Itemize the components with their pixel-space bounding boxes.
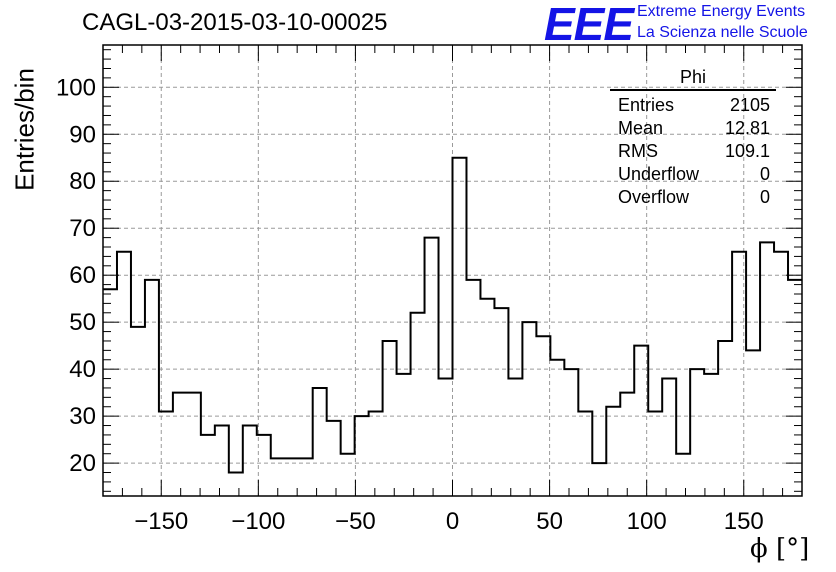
stats-label: Mean	[618, 118, 664, 138]
histogram-bin	[662, 379, 676, 496]
y-tick-label: 30	[69, 403, 96, 430]
histogram-bin	[285, 458, 299, 496]
histogram-bin	[187, 393, 201, 496]
histogram-bin	[131, 327, 145, 496]
histogram-bin	[746, 350, 760, 496]
x-tick-label: 50	[536, 508, 563, 535]
histogram-bin	[466, 280, 480, 496]
eee-logo: EEE	[544, 0, 634, 50]
histogram-bin	[690, 369, 704, 496]
y-tick-label: 60	[69, 262, 96, 289]
histogram-bin	[718, 341, 732, 496]
histogram-bin	[397, 374, 411, 496]
histogram-bin	[564, 369, 578, 496]
stats-row-rms: RMS 109.1	[610, 140, 776, 163]
histogram-bin	[508, 379, 522, 496]
histogram-bin	[313, 388, 327, 496]
histogram-bin	[620, 393, 634, 496]
histogram-bin	[760, 242, 774, 496]
chart-title: CAGL-03-2015-03-10-00025	[82, 9, 388, 36]
histogram-bin	[173, 393, 187, 496]
y-axis-label: Entries/bin	[9, 68, 40, 191]
histogram-bin	[425, 238, 439, 496]
stats-value: 2105	[729, 95, 770, 115]
histogram-bin	[480, 299, 494, 496]
logo-text-line2: La Scienza nelle Scuole	[637, 24, 808, 41]
y-tick-label: 80	[69, 168, 96, 195]
x-tick-label: −150	[134, 508, 188, 535]
histogram-bin	[676, 454, 690, 496]
histogram-bin	[383, 341, 397, 496]
x-tick-label: 150	[724, 508, 764, 535]
histogram-bin	[536, 336, 550, 496]
histogram-bin	[117, 252, 131, 496]
histogram-bin	[439, 379, 453, 496]
stats-row-mean: Mean 12.81	[610, 117, 776, 140]
histogram-bin	[704, 374, 718, 496]
histogram-bin	[299, 458, 313, 496]
histogram-bin	[257, 435, 271, 496]
x-tick-label: 100	[627, 508, 667, 535]
histogram-bin	[522, 322, 536, 496]
histogram-bin	[411, 313, 425, 496]
histogram-bin	[201, 435, 215, 496]
stats-label: Overflow	[618, 187, 690, 207]
y-tick-label: 40	[69, 356, 96, 383]
histogram-bin	[341, 454, 355, 496]
stats-value: 12.81	[724, 118, 770, 138]
y-tick-label: 20	[69, 450, 96, 477]
y-tick-label: 50	[69, 309, 96, 336]
stats-row-underflow: Underflow 0	[610, 163, 776, 186]
y-tick-label: 90	[69, 121, 96, 148]
x-tick-label: −50	[335, 508, 376, 535]
histogram-outline	[103, 156, 802, 474]
histogram-bin	[578, 411, 592, 496]
stats-box: Phi Entries 2105 Mean 12.81 RMS 109.1 Un…	[610, 66, 776, 209]
x-tick-label: −100	[231, 508, 285, 535]
x-tick-label: 0	[446, 508, 459, 535]
y-tick-label: 100	[56, 74, 96, 101]
histogram-bin	[145, 280, 159, 496]
histogram-bin	[550, 360, 564, 496]
stats-label: Entries	[618, 95, 675, 115]
histogram-bin	[215, 426, 229, 496]
histogram-bin	[453, 158, 467, 496]
histogram-bin	[494, 308, 508, 496]
histogram-bin	[732, 252, 746, 496]
histogram-bin	[355, 416, 369, 496]
histogram-bin	[243, 426, 257, 496]
logo-text-line1: Extreme Energy Events	[637, 3, 806, 20]
stats-row-entries: Entries 2105	[610, 94, 776, 117]
stats-value: 109.1	[724, 141, 770, 161]
histogram-bin	[592, 463, 606, 496]
histogram-bin	[229, 473, 243, 496]
y-tick-label: 70	[69, 215, 96, 242]
histogram-bin	[369, 411, 383, 496]
stats-label: Underflow	[618, 164, 700, 184]
histogram-bin	[648, 411, 662, 496]
histogram-bin	[634, 346, 648, 496]
histogram-bin	[103, 289, 117, 496]
x-axis-label: ϕ [°]	[750, 534, 810, 564]
stats-value: 0	[759, 164, 770, 184]
histogram-bin	[327, 421, 341, 496]
stats-box-title: Phi	[610, 66, 776, 91]
histogram-bin	[606, 407, 620, 496]
stats-row-overflow: Overflow 0	[610, 186, 776, 209]
histogram-bin	[774, 252, 788, 496]
stats-label: RMS	[618, 141, 658, 161]
stats-value: 0	[759, 187, 770, 207]
